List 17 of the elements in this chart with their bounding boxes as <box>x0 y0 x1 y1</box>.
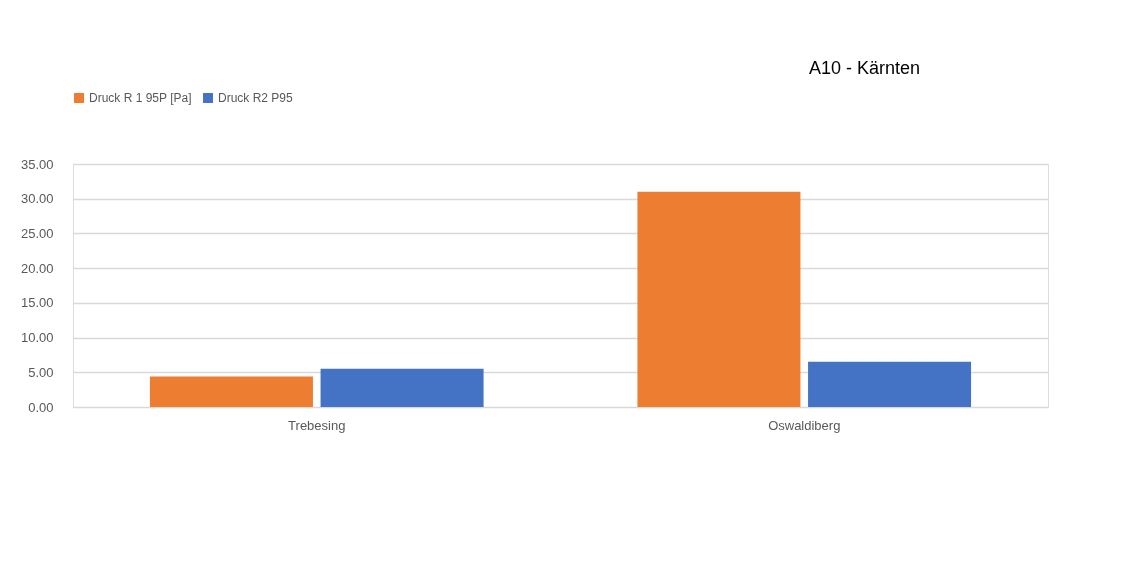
bar <box>149 376 313 407</box>
y-tick-label: 15.00 <box>20 295 54 311</box>
y-tick-label: 30.00 <box>20 191 54 207</box>
bar <box>320 368 484 407</box>
legend-label: Druck R2 P95 <box>218 91 294 105</box>
x-tick-label: Trebesing <box>288 417 346 433</box>
y-tick-label: 5.00 <box>28 364 54 380</box>
y-tick-label: 10.00 <box>20 330 54 346</box>
y-tick-label: 20.00 <box>20 260 54 276</box>
chart-title: A10 - Kärnten <box>808 58 920 78</box>
bar <box>637 191 801 407</box>
legend-label: Druck R 1 95P [Pa] <box>89 91 192 105</box>
y-tick-label: 0.00 <box>28 399 54 415</box>
x-tick-label: Oswaldiberg <box>768 417 841 433</box>
bar <box>808 361 972 407</box>
y-tick-label: 25.00 <box>20 225 54 241</box>
y-tick-label: 35.00 <box>20 156 54 172</box>
